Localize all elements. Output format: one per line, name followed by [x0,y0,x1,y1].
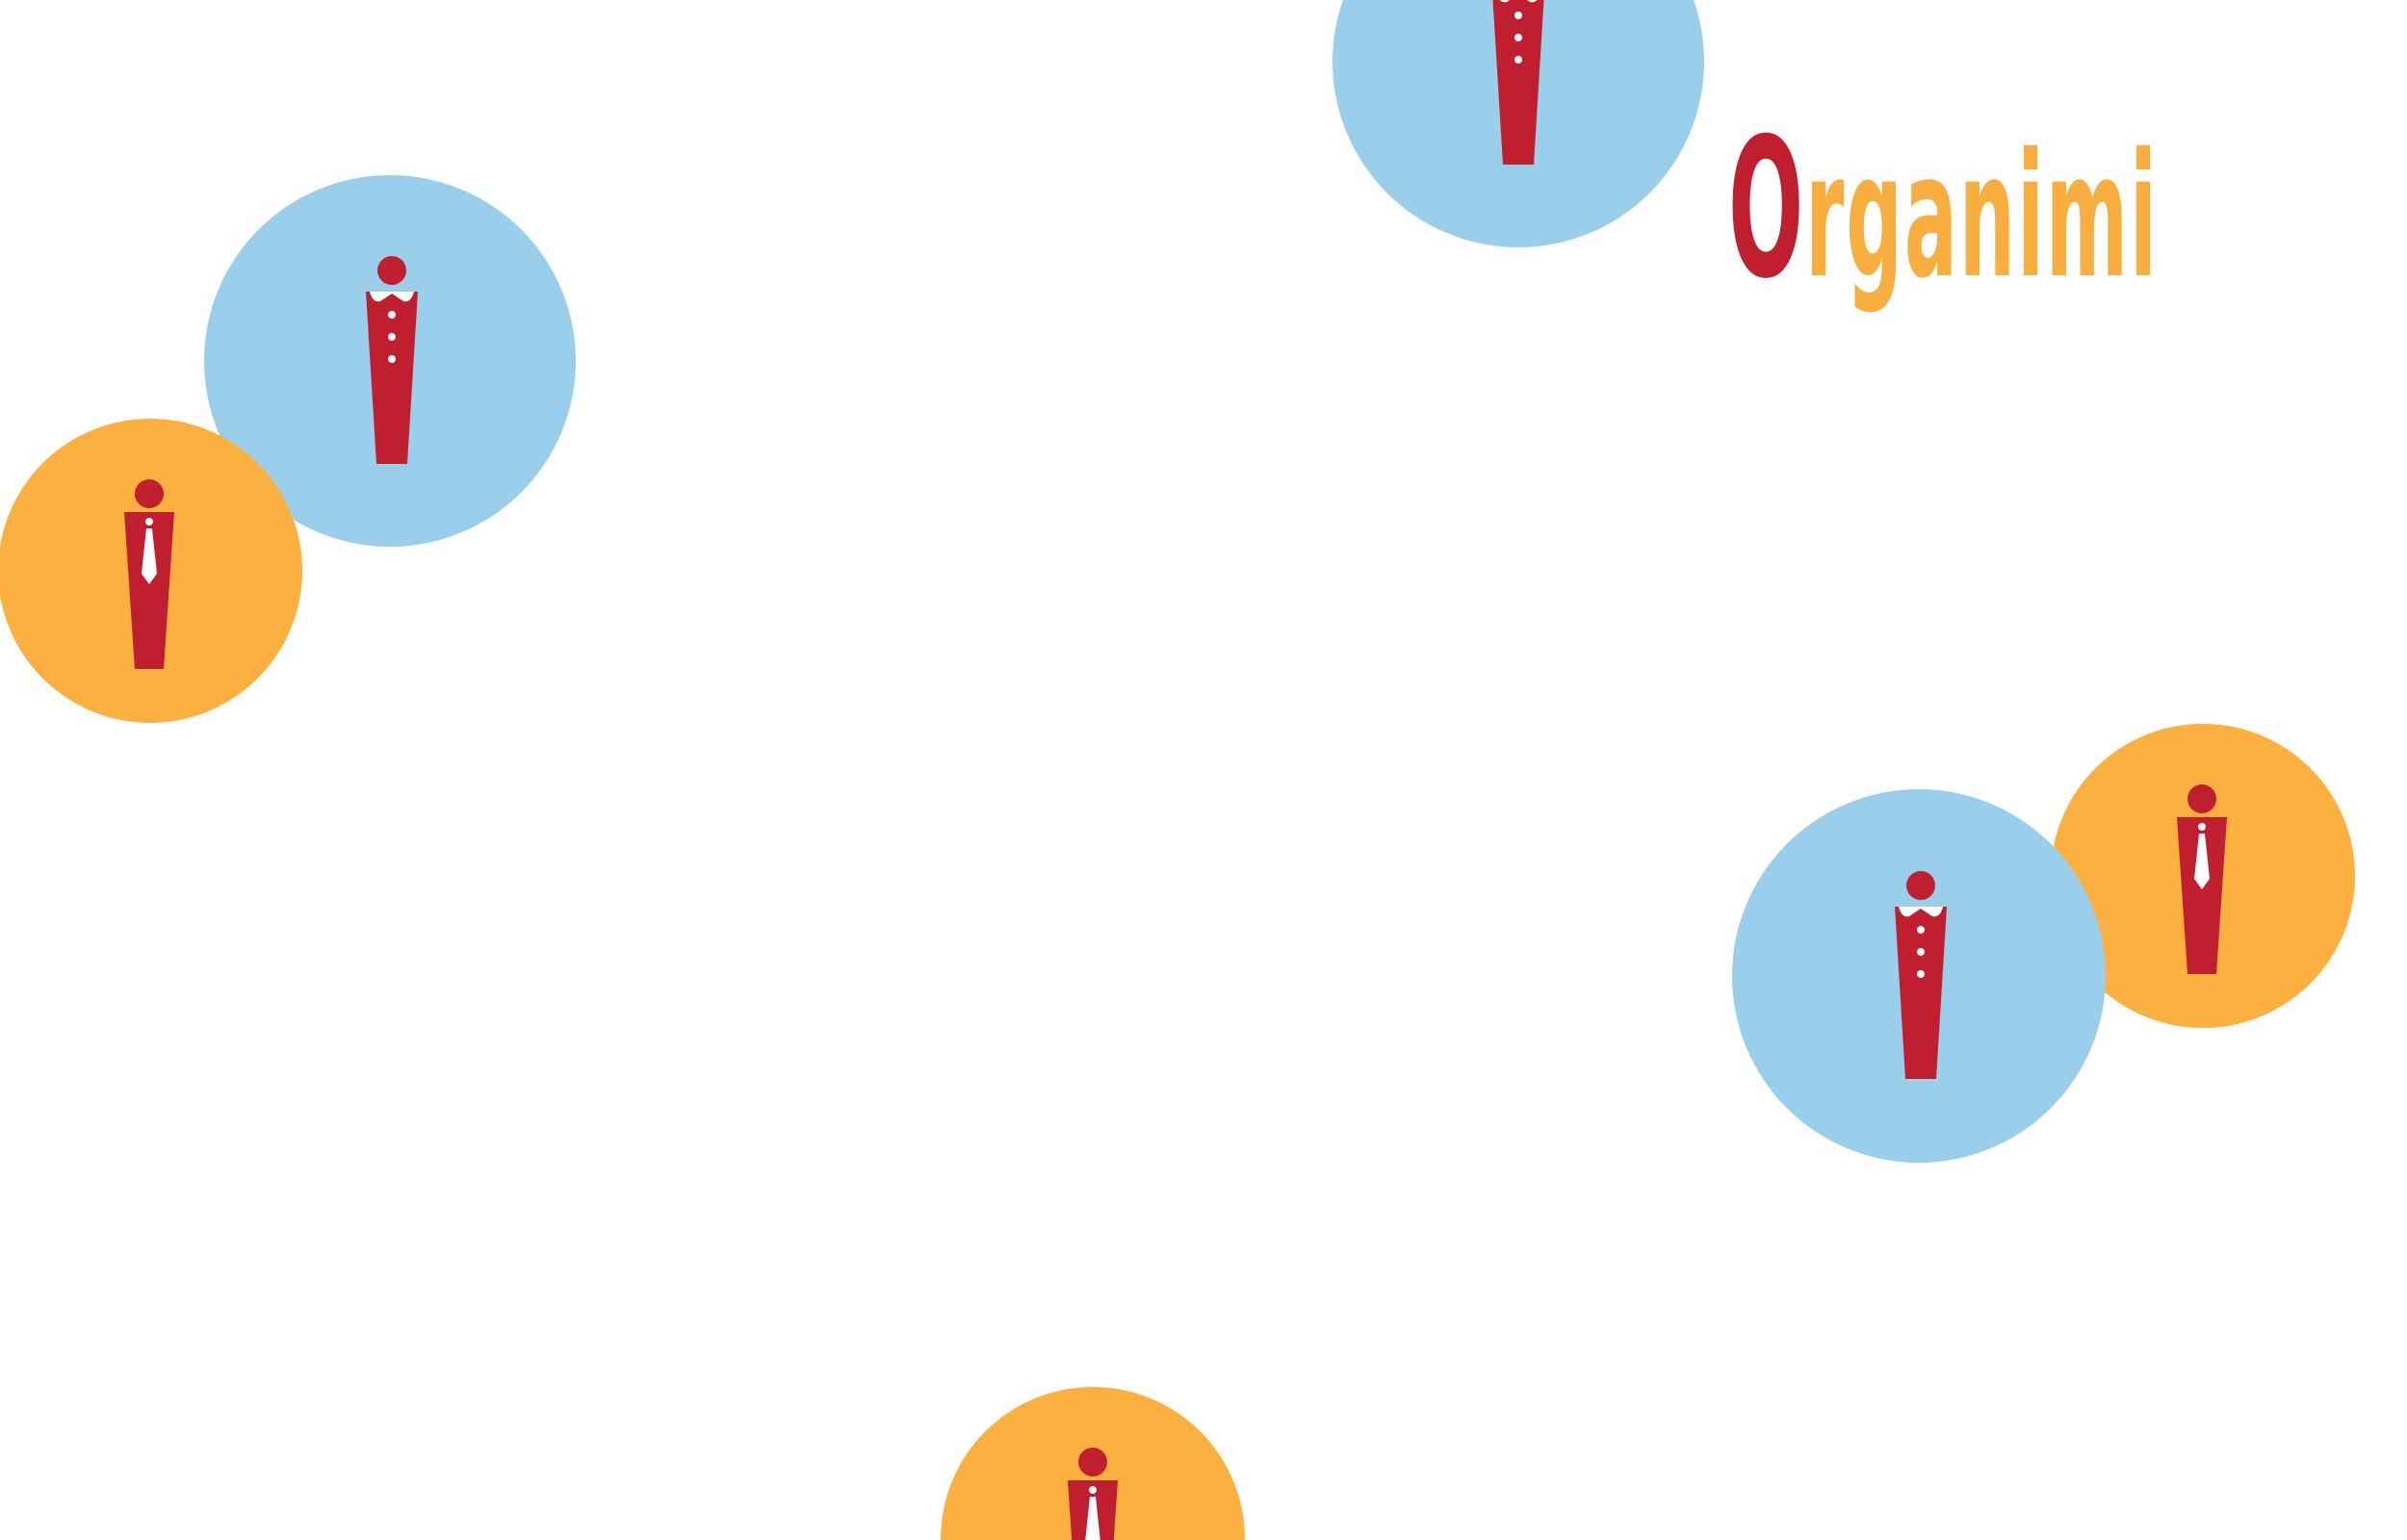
person-bubble [941,1387,1245,1540]
person-bubble [1732,789,2106,1163]
person-bubble [0,419,302,723]
person-bubble [1333,0,1704,247]
person-bubble [204,175,576,547]
logo: Organimi [1728,97,2159,321]
person-bubble [2051,724,2355,1028]
